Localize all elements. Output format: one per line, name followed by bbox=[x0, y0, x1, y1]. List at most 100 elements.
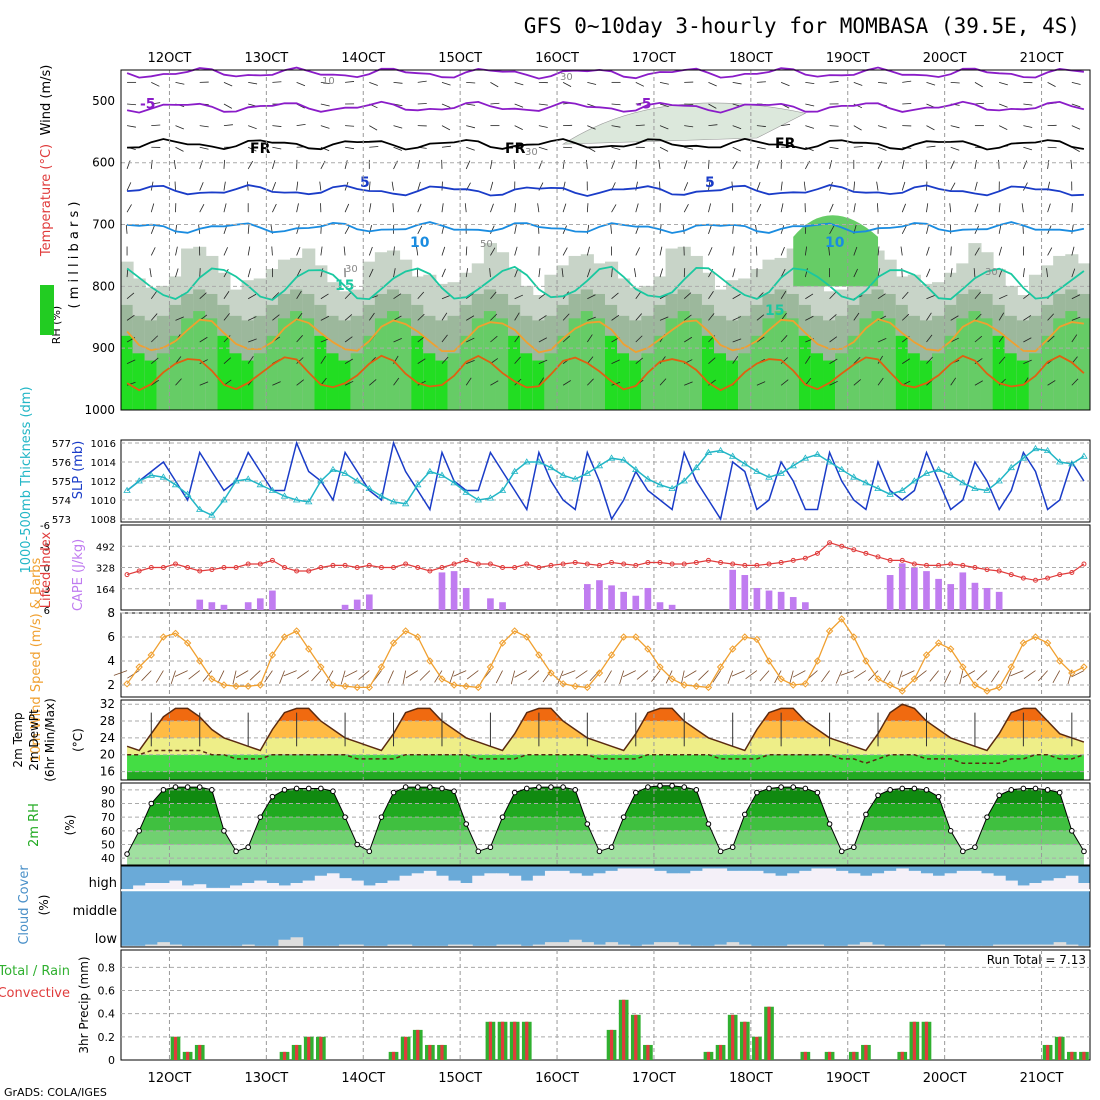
wind-barb bbox=[320, 315, 330, 321]
wind-barb bbox=[247, 160, 254, 170]
wind-barb bbox=[585, 159, 588, 169]
cloud-high-cell bbox=[690, 870, 703, 891]
precip-bar-convective bbox=[198, 1044, 202, 1060]
thickness-point bbox=[1019, 454, 1028, 461]
precip-bar-convective bbox=[912, 1021, 916, 1060]
wind-barb bbox=[538, 359, 548, 365]
slp-tick-label: 1008 bbox=[91, 515, 116, 526]
wind-tick-label: 4 bbox=[107, 654, 115, 668]
wind-barb-10m bbox=[557, 670, 564, 684]
cloud-high-cell bbox=[750, 870, 764, 891]
wind-barb-10m bbox=[731, 670, 745, 677]
wind-barb bbox=[465, 377, 472, 386]
li-point bbox=[960, 562, 966, 568]
cloud-low-cell bbox=[956, 945, 970, 947]
wind-barb bbox=[538, 146, 548, 151]
precip-bar-convective bbox=[488, 1021, 493, 1060]
li-point bbox=[257, 561, 263, 567]
li-point bbox=[923, 562, 929, 568]
thickness-point bbox=[171, 481, 180, 488]
precip-bar-convective bbox=[416, 1029, 420, 1060]
thickness-point bbox=[183, 490, 192, 497]
wind-barb bbox=[829, 81, 839, 83]
wind-barb bbox=[708, 159, 710, 169]
isotherm-label: 5 bbox=[705, 175, 715, 191]
wind-barb bbox=[125, 224, 128, 234]
precip-bar-convective bbox=[755, 1036, 759, 1060]
wind-barb bbox=[296, 181, 299, 191]
wind-speed-point bbox=[922, 651, 931, 659]
rh-shade-70 bbox=[156, 353, 170, 410]
wind-barb bbox=[611, 292, 619, 300]
wind-barb bbox=[732, 224, 734, 234]
wind-barb bbox=[659, 103, 669, 108]
wind-barb bbox=[175, 125, 185, 130]
temp-axis-label-1: 2m Temp bbox=[11, 712, 25, 767]
cape-bar bbox=[923, 571, 930, 610]
rh2m-point bbox=[439, 785, 445, 792]
wind-barb bbox=[1046, 268, 1049, 278]
wind-barb bbox=[490, 181, 494, 191]
wind-speed-point bbox=[898, 687, 906, 695]
wind-barb bbox=[538, 160, 543, 170]
li-point bbox=[827, 540, 833, 546]
cloud-low-cell bbox=[278, 939, 292, 947]
cloud-low-cell bbox=[641, 944, 655, 947]
cloud-low-cell bbox=[532, 944, 546, 947]
cape-bar bbox=[244, 602, 252, 610]
wind-barb bbox=[126, 125, 136, 128]
li-point bbox=[790, 557, 796, 563]
wind-barb bbox=[150, 225, 155, 234]
wind-barb bbox=[514, 312, 520, 321]
cloud-low-cell bbox=[351, 944, 364, 947]
wind-barb bbox=[853, 203, 856, 213]
wind-barb bbox=[853, 81, 863, 86]
wind-barb bbox=[877, 355, 884, 364]
rh2m-point bbox=[947, 828, 954, 834]
cloud-low-cell bbox=[484, 945, 497, 947]
wind-barb bbox=[659, 378, 667, 386]
rh-shade-70 bbox=[992, 335, 1006, 410]
wind-barb bbox=[803, 181, 806, 191]
wind-barb bbox=[732, 125, 742, 130]
wind-barb bbox=[926, 203, 929, 213]
cloud-high-cell bbox=[823, 868, 837, 891]
wind-barb bbox=[853, 379, 861, 386]
precip-bar-convective bbox=[513, 1021, 517, 1060]
rh2m-point bbox=[536, 784, 542, 790]
wind-barb bbox=[368, 268, 374, 278]
cloud-high-cell bbox=[254, 880, 267, 891]
li-point bbox=[475, 561, 481, 567]
cape-bar bbox=[995, 591, 1003, 610]
rh2m-point bbox=[1008, 787, 1015, 793]
cloud-high-cell bbox=[581, 875, 594, 891]
thickness-point bbox=[535, 458, 543, 465]
wind-barb bbox=[780, 246, 785, 256]
wind-barb bbox=[901, 291, 909, 299]
slp-tick-label: 1014 bbox=[91, 458, 116, 469]
cape-bar bbox=[462, 587, 470, 610]
rh-shade-70 bbox=[701, 335, 716, 410]
thickness-point bbox=[862, 479, 870, 486]
thickness-point bbox=[305, 498, 313, 505]
li-point bbox=[1057, 572, 1063, 578]
wind-barb bbox=[1071, 268, 1076, 278]
temp-tick-label: 28 bbox=[100, 714, 115, 728]
rh-shade-70 bbox=[810, 353, 825, 410]
rh-shade-70 bbox=[350, 353, 364, 410]
rh2m-point bbox=[584, 821, 591, 827]
li-point bbox=[487, 561, 493, 567]
wind-barb bbox=[587, 81, 597, 85]
cloud-high-cell bbox=[375, 883, 388, 891]
wind-barb bbox=[683, 314, 692, 321]
rh-shade-70 bbox=[1004, 353, 1018, 410]
wind-barb bbox=[272, 181, 277, 191]
rh-shade-70 bbox=[762, 318, 776, 410]
cloud-high-cell bbox=[968, 870, 982, 891]
cloud-low-cell bbox=[617, 944, 631, 947]
wind-barb-10m bbox=[514, 670, 527, 678]
wind-barb bbox=[248, 316, 257, 321]
wind-barb bbox=[974, 181, 978, 191]
wind-barb bbox=[877, 160, 883, 170]
cloud-high-cell bbox=[314, 875, 328, 891]
